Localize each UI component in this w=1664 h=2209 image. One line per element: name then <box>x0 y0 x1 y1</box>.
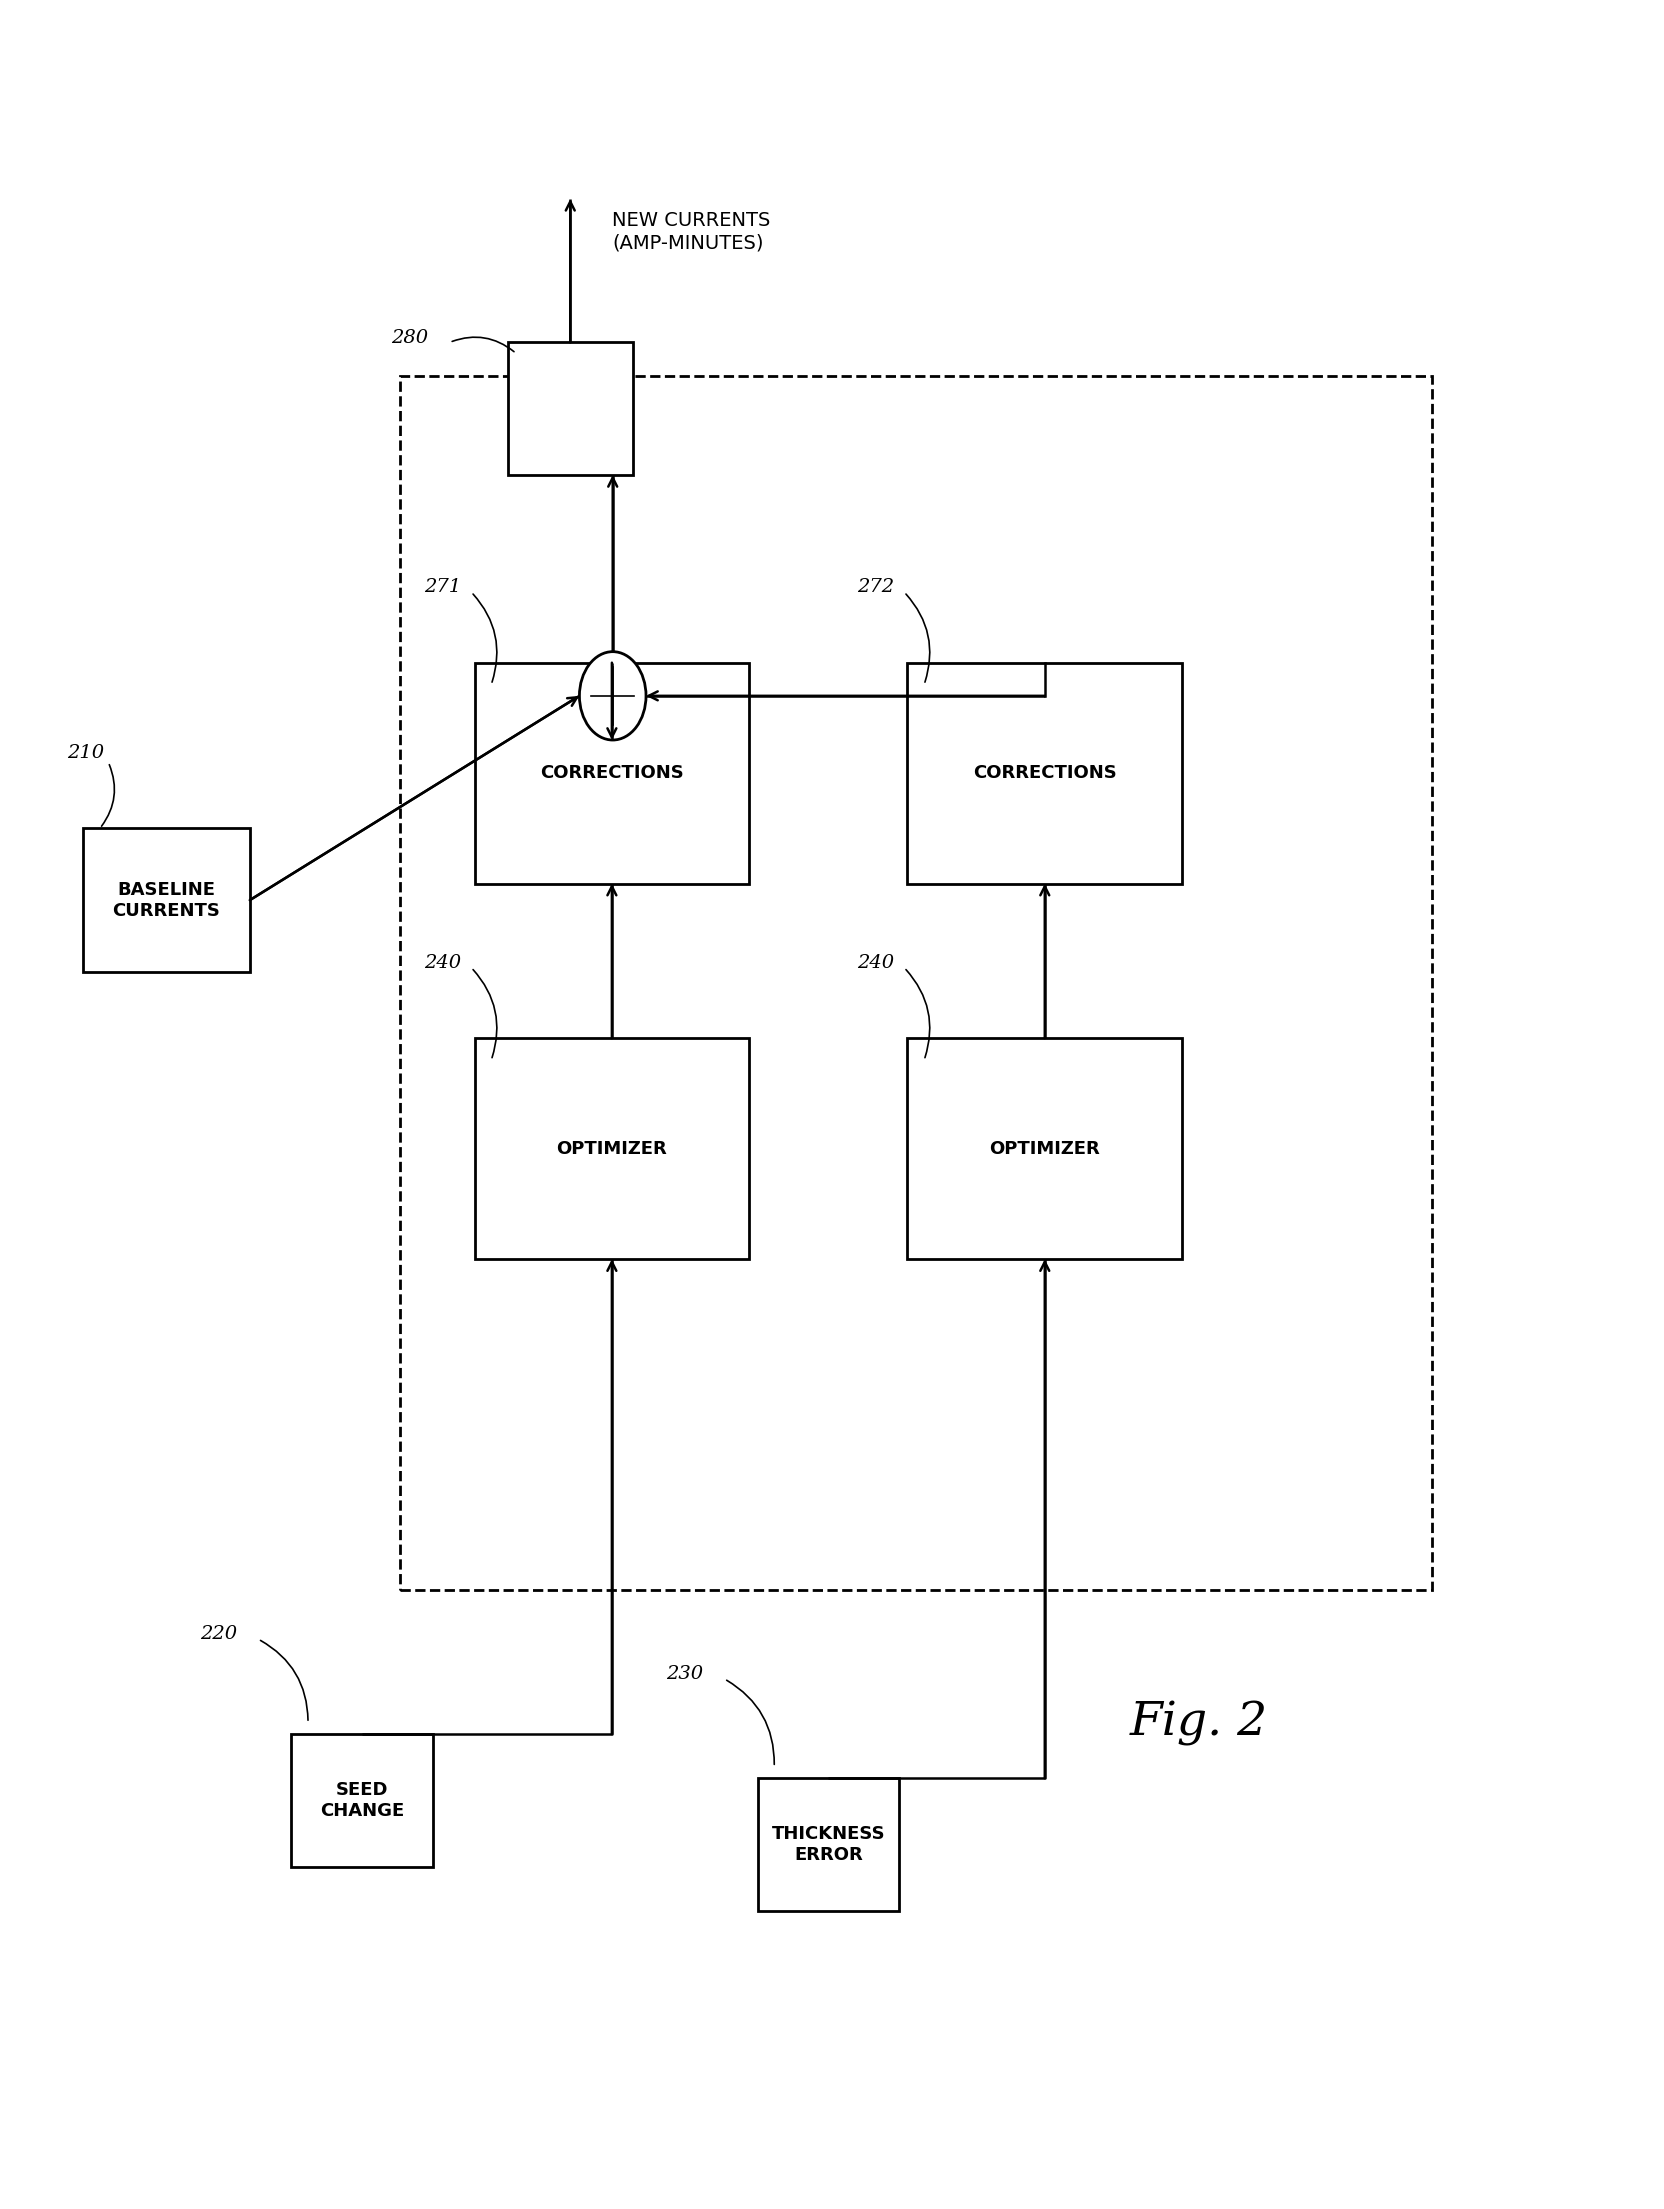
FancyBboxPatch shape <box>474 663 749 884</box>
FancyBboxPatch shape <box>508 342 632 475</box>
FancyBboxPatch shape <box>907 1038 1181 1259</box>
Text: 240: 240 <box>424 954 461 972</box>
Text: 271: 271 <box>424 579 461 596</box>
Text: 280: 280 <box>391 329 428 347</box>
Text: BASELINE
CURRENTS: BASELINE CURRENTS <box>113 881 220 919</box>
Text: OPTIMIZER: OPTIMIZER <box>988 1140 1100 1158</box>
FancyBboxPatch shape <box>907 663 1181 884</box>
Text: OPTIMIZER: OPTIMIZER <box>556 1140 667 1158</box>
Text: SEED
CHANGE: SEED CHANGE <box>319 1780 404 1820</box>
FancyBboxPatch shape <box>757 1778 899 1911</box>
Text: CORRECTIONS: CORRECTIONS <box>539 764 684 782</box>
FancyBboxPatch shape <box>474 1038 749 1259</box>
Text: 220: 220 <box>200 1626 236 1643</box>
FancyBboxPatch shape <box>83 828 250 972</box>
Ellipse shape <box>579 652 646 740</box>
Text: CORRECTIONS: CORRECTIONS <box>972 764 1117 782</box>
Text: Fig. 2: Fig. 2 <box>1128 1701 1268 1745</box>
Text: 272: 272 <box>857 579 894 596</box>
Text: 240: 240 <box>857 954 894 972</box>
Text: NEW CURRENTS
(AMP-MINUTES): NEW CURRENTS (AMP-MINUTES) <box>612 212 770 252</box>
Text: THICKNESS
ERROR: THICKNESS ERROR <box>770 1825 885 1864</box>
FancyBboxPatch shape <box>291 1734 433 1867</box>
Text: 210: 210 <box>67 744 103 762</box>
Text: 230: 230 <box>666 1666 702 1683</box>
